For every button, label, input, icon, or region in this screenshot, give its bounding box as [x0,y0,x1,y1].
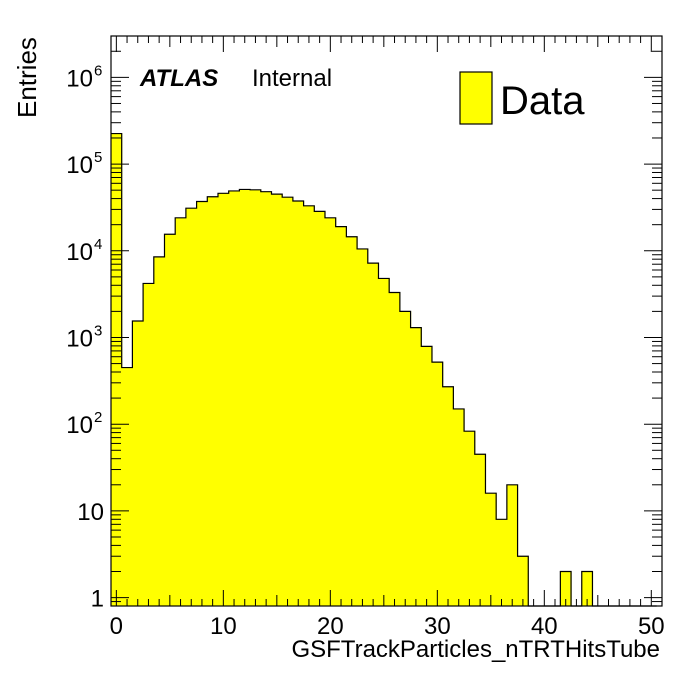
histogram-bar [303,205,315,607]
histogram-bar [485,493,497,606]
histogram-bar [153,256,166,606]
histogram-bar [517,556,529,606]
plot-frame [110,35,663,607]
histogram-bar [335,226,347,606]
histogram-bar [560,571,572,606]
histogram-bar [346,236,358,606]
histogram-bar [324,217,337,607]
histogram-bar [239,189,251,606]
histogram-bar [260,191,273,606]
y-tick-exponent: 2 [94,409,102,426]
histogram-bar [175,217,187,607]
histogram-bars [111,133,594,607]
histogram-bar [399,311,412,606]
histogram-bar [250,189,262,606]
y-tick-exponent: 3 [94,322,102,339]
internal-label: Internal [252,65,332,92]
x-tick-label: 0 [110,613,123,640]
histogram-bar [314,211,326,606]
x-tick-label: 30 [424,613,451,640]
legend-label: Data [500,79,585,123]
y-tick-exponent: 5 [94,149,102,166]
legend-swatch [459,71,493,125]
histogram-bar [132,320,144,606]
x-axis-label: GSFTrackParticles_nTRTHitsTube [291,636,660,663]
histogram-bar [367,263,380,606]
histogram-bar [228,190,240,606]
y-axis-label: Entries [12,37,42,118]
histogram-bar [410,327,422,606]
histogram-bar [121,367,133,606]
histogram-bar [506,484,519,606]
histogram-bar [217,193,230,606]
y-tick-exponent: 4 [94,236,102,253]
histogram-bar [496,519,508,606]
x-tick-label: 50 [638,613,665,640]
x-tick-label: 40 [531,613,558,640]
y-tick-label: 10 [66,239,93,266]
histogram-bar [581,571,594,606]
y-tick-label: 10 [66,152,93,179]
histogram-bar [442,386,454,606]
y-tick-label: 1 [91,586,104,613]
histogram-bar [207,196,219,607]
atlas-label: ATLAS [139,65,218,92]
histogram-bar [453,408,465,606]
x-tick-label: 20 [317,613,344,640]
histogram-bar [271,194,283,607]
histogram-bar [292,201,305,606]
histogram-bar [421,346,433,606]
y-tick-label: 10 [66,412,93,439]
histogram-bar [389,292,401,606]
histogram-bar [431,362,444,606]
y-tick-exponent: 6 [94,62,102,79]
y-tick-label: 10 [66,325,93,352]
histogram-bar [464,431,476,606]
y-tick-label: 10 [77,499,104,526]
histogram-bar [378,278,390,606]
histogram-bar [474,454,487,606]
histogram-bar [111,133,123,606]
axis-ticks [111,35,662,607]
y-tick-label: 10 [66,65,93,92]
histogram-bar [357,248,369,606]
x-tick-label: 10 [210,613,237,640]
histogram-bar [196,201,208,607]
histogram-bar [164,234,176,606]
histogram-bar [282,197,294,606]
histogram-bar [185,208,198,606]
histogram-bar [143,283,155,606]
